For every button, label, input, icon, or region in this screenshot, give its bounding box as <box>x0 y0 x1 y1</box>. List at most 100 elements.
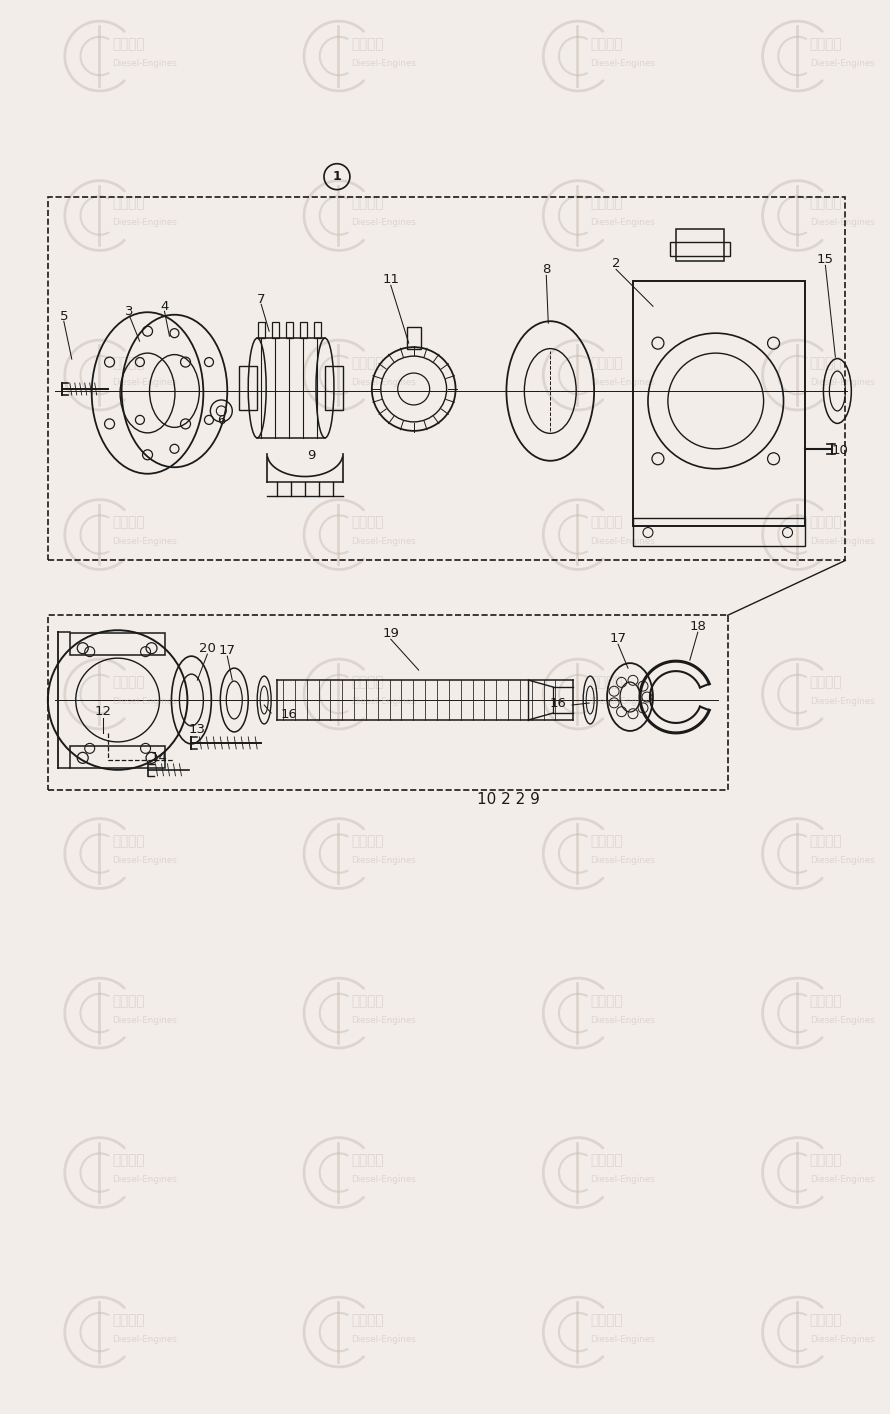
Text: 紫发动力: 紫发动力 <box>352 994 384 1008</box>
Bar <box>69 745 166 768</box>
Text: Diesel-Engines: Diesel-Engines <box>810 1015 875 1025</box>
Text: 15: 15 <box>817 253 834 266</box>
Text: 紫发动力: 紫发动力 <box>112 994 144 1008</box>
Text: 10 2 2 9: 10 2 2 9 <box>477 792 540 807</box>
Text: 16: 16 <box>550 697 567 710</box>
Text: Diesel-Engines: Diesel-Engines <box>352 378 416 386</box>
Text: 12: 12 <box>94 706 111 718</box>
Bar <box>670 242 730 256</box>
Text: 紫发动力: 紫发动力 <box>810 994 842 1008</box>
Text: 紫发动力: 紫发动力 <box>590 834 623 848</box>
Text: 18: 18 <box>690 619 707 632</box>
Bar <box>48 197 846 560</box>
Text: Diesel-Engines: Diesel-Engines <box>810 1335 875 1343</box>
Text: 紫发动力: 紫发动力 <box>112 834 144 848</box>
Text: 紫发动力: 紫发动力 <box>810 1154 842 1168</box>
Text: 紫发动力: 紫发动力 <box>352 1312 384 1326</box>
Text: 紫发动力: 紫发动力 <box>352 834 384 848</box>
Bar <box>633 281 805 526</box>
Text: 17: 17 <box>219 643 236 656</box>
Text: 17: 17 <box>610 632 627 645</box>
Text: Diesel-Engines: Diesel-Engines <box>112 855 177 865</box>
Text: 紫发动力: 紫发动力 <box>112 1312 144 1326</box>
Text: 19: 19 <box>383 626 400 639</box>
Text: 紫发动力: 紫发动力 <box>810 1312 842 1326</box>
Text: Diesel-Engines: Diesel-Engines <box>590 1175 655 1184</box>
Text: 紫发动力: 紫发动力 <box>590 1312 623 1326</box>
Bar <box>314 322 321 338</box>
Text: 紫发动力: 紫发动力 <box>112 515 144 529</box>
Text: Diesel-Engines: Diesel-Engines <box>352 1335 416 1343</box>
Bar <box>300 322 307 338</box>
Text: 11: 11 <box>383 273 400 286</box>
Text: Diesel-Engines: Diesel-Engines <box>810 378 875 386</box>
Text: 9: 9 <box>307 450 315 462</box>
Bar <box>676 229 724 262</box>
Text: Diesel-Engines: Diesel-Engines <box>352 218 416 228</box>
Text: 2: 2 <box>611 257 620 270</box>
Text: Diesel-Engines: Diesel-Engines <box>590 855 655 865</box>
Text: 紫发动力: 紫发动力 <box>810 674 842 689</box>
Text: 8: 8 <box>542 263 551 276</box>
Text: Diesel-Engines: Diesel-Engines <box>112 58 177 68</box>
Text: Diesel-Engines: Diesel-Engines <box>352 1015 416 1025</box>
Text: 7: 7 <box>257 293 265 305</box>
Text: Diesel-Engines: Diesel-Engines <box>112 1335 177 1343</box>
Bar <box>286 322 293 338</box>
Text: 紫发动力: 紫发动力 <box>810 834 842 848</box>
Text: Diesel-Engines: Diesel-Engines <box>810 855 875 865</box>
Bar <box>325 366 343 410</box>
Text: Diesel-Engines: Diesel-Engines <box>112 218 177 228</box>
Text: Diesel-Engines: Diesel-Engines <box>590 537 655 546</box>
Text: 3: 3 <box>125 305 134 318</box>
Text: Diesel-Engines: Diesel-Engines <box>352 855 416 865</box>
Text: 紫发动力: 紫发动力 <box>590 674 623 689</box>
Text: Diesel-Engines: Diesel-Engines <box>590 697 655 706</box>
Text: Diesel-Engines: Diesel-Engines <box>112 697 177 706</box>
Text: 紫发动力: 紫发动力 <box>810 37 842 51</box>
Text: 紫发动力: 紫发动力 <box>590 37 623 51</box>
Text: Diesel-Engines: Diesel-Engines <box>352 697 416 706</box>
Text: 16: 16 <box>280 708 297 721</box>
Text: 1: 1 <box>333 170 342 184</box>
Text: 14: 14 <box>151 751 168 765</box>
Text: 紫发动力: 紫发动力 <box>112 197 144 211</box>
Text: Diesel-Engines: Diesel-Engines <box>590 1015 655 1025</box>
Text: Diesel-Engines: Diesel-Engines <box>590 1335 655 1343</box>
Text: 紫发动力: 紫发动力 <box>112 1154 144 1168</box>
Text: 6: 6 <box>217 414 225 427</box>
Text: Diesel-Engines: Diesel-Engines <box>590 218 655 228</box>
Text: 紫发动力: 紫发动力 <box>590 356 623 370</box>
Text: Diesel-Engines: Diesel-Engines <box>590 378 655 386</box>
Text: Diesel-Engines: Diesel-Engines <box>112 1015 177 1025</box>
Text: Diesel-Engines: Diesel-Engines <box>112 1175 177 1184</box>
Text: Diesel-Engines: Diesel-Engines <box>810 58 875 68</box>
Text: 紫发动力: 紫发动力 <box>112 674 144 689</box>
Bar <box>272 322 279 338</box>
Text: Diesel-Engines: Diesel-Engines <box>810 537 875 546</box>
Text: Diesel-Engines: Diesel-Engines <box>352 58 416 68</box>
Text: 紫发动力: 紫发动力 <box>590 1154 623 1168</box>
Text: 紫发动力: 紫发动力 <box>590 515 623 529</box>
Text: 紫发动力: 紫发动力 <box>810 356 842 370</box>
Bar <box>48 615 728 790</box>
Text: 5: 5 <box>60 310 68 322</box>
Text: Diesel-Engines: Diesel-Engines <box>810 697 875 706</box>
Text: 紫发动力: 紫发动力 <box>810 515 842 529</box>
Text: 紫发动力: 紫发动力 <box>810 197 842 211</box>
Text: 紫发动力: 紫发动力 <box>352 674 384 689</box>
Text: 紫发动力: 紫发动力 <box>590 994 623 1008</box>
Text: Diesel-Engines: Diesel-Engines <box>590 58 655 68</box>
Text: Diesel-Engines: Diesel-Engines <box>112 537 177 546</box>
Text: 紫发动力: 紫发动力 <box>112 37 144 51</box>
Text: Diesel-Engines: Diesel-Engines <box>810 218 875 228</box>
Bar <box>258 322 265 338</box>
Text: 紫发动力: 紫发动力 <box>112 356 144 370</box>
Text: 紫发动力: 紫发动力 <box>352 197 384 211</box>
Bar <box>239 366 257 410</box>
Text: 紫发动力: 紫发动力 <box>590 197 623 211</box>
Text: Diesel-Engines: Diesel-Engines <box>352 1175 416 1184</box>
Text: 10: 10 <box>832 444 849 457</box>
Text: 20: 20 <box>198 642 215 655</box>
Text: 紫发动力: 紫发动力 <box>352 515 384 529</box>
